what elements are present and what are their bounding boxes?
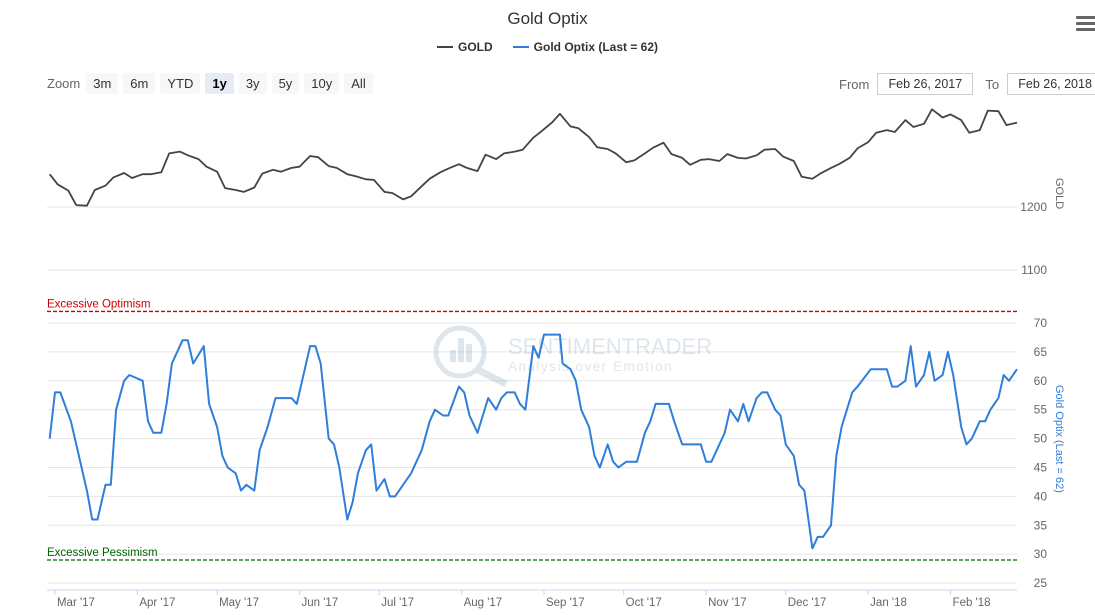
- x-tick-label-3: Jun '17: [301, 597, 338, 609]
- zoom-button-1y[interactable]: 1y: [205, 73, 234, 94]
- chart-title: Gold Optix: [507, 9, 588, 28]
- y-tick-optix-30: 30: [1034, 547, 1048, 561]
- y-tick-optix-70: 70: [1034, 316, 1048, 330]
- legend-label-optix: Gold Optix (Last = 62): [533, 40, 659, 54]
- legend-label-gold: GOLD: [457, 40, 493, 54]
- zoom-button-10y[interactable]: 10y: [304, 73, 340, 94]
- x-tick-label-4: Jul '17: [381, 597, 414, 609]
- from-label: From: [839, 76, 870, 92]
- to-label: To: [985, 76, 1000, 92]
- x-tick-label-0: Mar '17: [57, 597, 95, 609]
- y-tick-optix-45: 45: [1034, 461, 1048, 475]
- y-tick-optix-35: 35: [1034, 518, 1048, 532]
- legend-swatch-gold: [436, 46, 453, 48]
- y-tick-optix-55: 55: [1034, 403, 1048, 417]
- zoom-button-all[interactable]: All: [344, 73, 373, 94]
- y-tick-gold-1100: 1100: [1021, 263, 1047, 277]
- x-tick-label-8: Nov '17: [708, 597, 747, 609]
- zoom-button-3y[interactable]: 3y: [238, 73, 267, 94]
- from-date-input[interactable]: Feb 26, 2017: [877, 73, 974, 95]
- to-date-input[interactable]: Feb 26, 2018: [1007, 73, 1095, 95]
- legend: GOLD Gold Optix (Last = 62): [0, 40, 1095, 54]
- x-tick-label-7: Oct '17: [626, 597, 662, 609]
- reference-label-0: Excessive Optimism: [47, 298, 151, 310]
- y-tick-optix-40: 40: [1034, 489, 1048, 503]
- y-tick-optix-65: 65: [1034, 345, 1048, 359]
- zoom-toolbar: Zoom 3m 6m YTD 1y 3y 5y 10y All: [47, 73, 378, 94]
- y-tick-gold-1200: 1200: [1020, 200, 1047, 214]
- x-tick-label-9: Dec '17: [788, 597, 827, 609]
- watermark-tagline: Analysis over Emotion: [508, 359, 673, 374]
- x-tick-label-5: Aug '17: [464, 597, 503, 609]
- x-tick-label-1: Apr '17: [139, 597, 175, 609]
- series-line-optix: [48, 333, 1018, 550]
- y-tick-optix-50: 50: [1034, 432, 1048, 446]
- series-line-gold: [48, 108, 1018, 207]
- x-tick-label-6: Sep '17: [546, 597, 585, 609]
- reference-label-1: Excessive Pessimism: [47, 547, 158, 559]
- zoom-button-3m[interactable]: 3m: [86, 73, 119, 94]
- x-tick-label-11: Feb '18: [953, 597, 991, 609]
- y-axis-title-gold: GOLD: [1053, 178, 1065, 209]
- y-axis-title-optix: Gold Optix (Last = 62): [1053, 385, 1065, 493]
- date-range-selector: From Feb 26, 2017 To Feb 26, 2018: [839, 73, 1095, 95]
- x-tick-label-10: Jan '18: [870, 597, 907, 609]
- zoom-button-5y[interactable]: 5y: [271, 73, 300, 94]
- watermark-logo-icon: [433, 325, 508, 388]
- legend-item-optix[interactable]: Gold Optix (Last = 62): [512, 40, 659, 54]
- legend-item-gold[interactable]: GOLD: [436, 40, 493, 54]
- zoom-button-6m[interactable]: 6m: [123, 73, 156, 94]
- zoom-label: Zoom: [47, 76, 81, 91]
- zoom-button-ytd[interactable]: YTD: [160, 73, 201, 94]
- y-tick-optix-60: 60: [1034, 374, 1048, 388]
- y-tick-optix-25: 25: [1034, 576, 1048, 590]
- x-tick-label-2: May '17: [219, 597, 259, 609]
- legend-swatch-optix: [512, 46, 529, 48]
- hamburger-menu-icon[interactable]: [1076, 16, 1095, 32]
